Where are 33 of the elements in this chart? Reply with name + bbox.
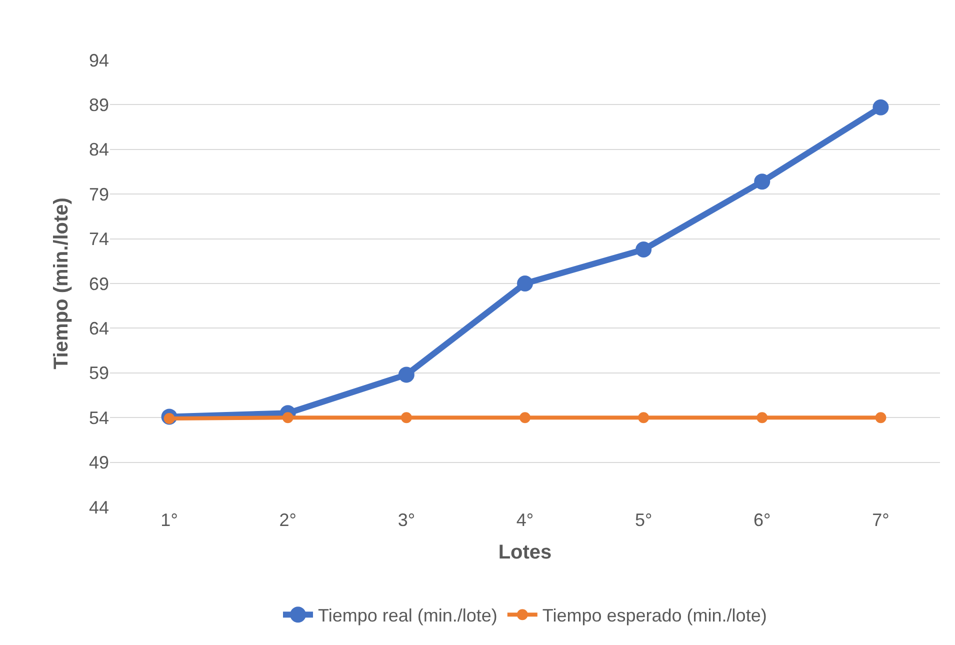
point — [754, 174, 770, 190]
x-tick-label: 3° — [398, 510, 416, 530]
point — [398, 366, 414, 383]
legend-label: Tiempo real (min./lote) — [318, 606, 498, 626]
point — [875, 412, 886, 424]
y-tick-label: 69 — [88, 274, 109, 294]
y-tick-label: 79 — [88, 184, 109, 204]
point — [638, 412, 650, 424]
x-tick-label: 6° — [754, 510, 771, 530]
y-tick-label: 74 — [88, 229, 109, 250]
legend-label: Tiempo esperado (min./lote) — [542, 606, 767, 626]
point — [756, 412, 768, 424]
y-tick-label: 94 — [88, 50, 109, 70]
y-tick-label: 89 — [88, 95, 109, 115]
x-axis-title: Lotes — [498, 542, 552, 564]
y-tick-label: 59 — [88, 363, 109, 384]
point — [400, 412, 412, 424]
x-tick-label: 5° — [634, 510, 652, 530]
y-tick-label: 64 — [88, 318, 109, 338]
y-tick-label: 54 — [88, 408, 109, 428]
x-tick-label: 1° — [160, 510, 178, 530]
point — [282, 412, 294, 424]
point — [872, 99, 889, 116]
point — [636, 242, 652, 258]
x-tick-label: 7° — [872, 510, 890, 530]
x-tick-label: 2° — [279, 510, 296, 530]
y-tick-label: 49 — [88, 452, 109, 473]
y-tick-label: 84 — [88, 140, 109, 160]
point — [517, 276, 533, 292]
x-tick-label: 4° — [516, 510, 534, 530]
y-tick-label: 44 — [88, 497, 109, 518]
point — [520, 412, 530, 424]
y-axis-title: Tiempo (min./lote) — [50, 198, 72, 370]
